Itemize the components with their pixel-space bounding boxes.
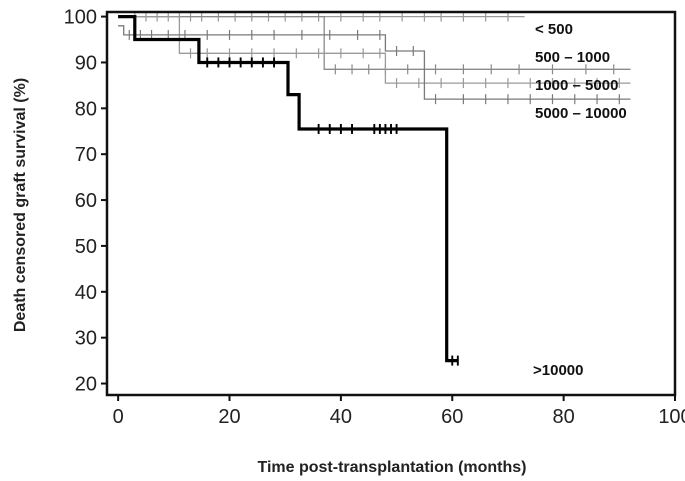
series-label-500: < 500 [535, 21, 573, 38]
series-label-5000-10000: 5000 – 10000 [535, 105, 627, 122]
chart-axes: 0 20 40 60 80 100 20 30 40 50 60 70 80 90 100 [64, 7, 685, 428]
x-tick-label: 0 [113, 406, 124, 428]
plot-frame [105, 10, 677, 397]
series-label-1000-5000: 1000 – 5000 [535, 77, 618, 94]
x-tick-label: 40 [330, 406, 352, 428]
y-tick-label: 30 [75, 328, 97, 350]
x-tick-label: 80 [553, 406, 575, 428]
series-line-500-1000 [118, 15, 631, 70]
y-tick-label: 70 [75, 144, 97, 166]
y-tick-label: 20 [75, 374, 97, 396]
chart-marks: < 500 500 – 1000 1000 – 5000 5000 – 10000 >1… [118, 11, 631, 379]
y-tick-label: 50 [75, 236, 97, 258]
x-tick-label: 60 [441, 406, 463, 428]
x-tick-label: 20 [218, 406, 240, 428]
y-tick-label: 80 [75, 98, 97, 120]
series-line-1000-5000 [118, 15, 631, 84]
y-tick-label: 100 [64, 7, 97, 29]
y-axis-title: Death censored graft survival (%) [12, 78, 29, 332]
series-label-500-1000: 500 – 1000 [535, 49, 610, 66]
series-label-10000: >10000 [533, 362, 583, 379]
x-tick-label: 100 [658, 406, 685, 428]
y-tick-label: 40 [75, 282, 97, 304]
series-line-10000 [118, 15, 458, 363]
y-tick-label: 90 [75, 52, 97, 74]
series-line-5000-10000 [118, 25, 631, 100]
y-tick-label: 60 [75, 190, 97, 212]
x-axis-title: Time post-transplantation (months) [257, 459, 526, 476]
